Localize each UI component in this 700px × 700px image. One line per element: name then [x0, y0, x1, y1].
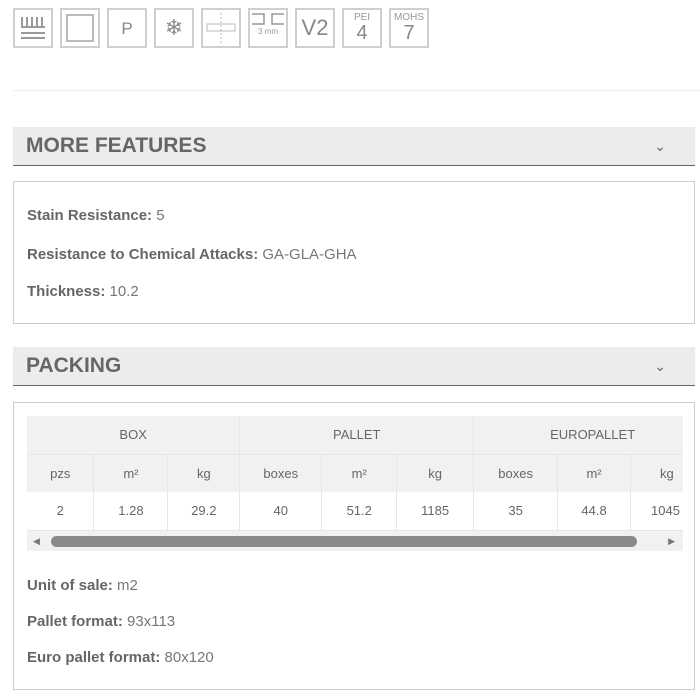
packing-table-container: BOX PALLET EUROPALLET pzs m² kg boxes m²…: [27, 416, 683, 531]
packing-panel: BOX PALLET EUROPALLET pzs m² kg boxes m²…: [13, 402, 695, 690]
feature-row: Thickness: 10.2: [27, 283, 139, 300]
table-cell: 1185: [396, 492, 475, 531]
table-cell: 51.2: [321, 492, 398, 531]
column-header: m²: [93, 454, 169, 492]
table-cell: 2: [27, 492, 95, 531]
scroll-right-icon[interactable]: ▶: [668, 535, 675, 546]
section-title: MORE FEATURES: [26, 134, 207, 157]
scrollbar-thumb[interactable]: [51, 535, 637, 547]
group-header: PALLET: [239, 416, 475, 455]
underfloor-heating-icon: [13, 8, 53, 48]
frost-resistant-icon: ❄: [154, 8, 194, 48]
p-icon: P: [107, 8, 147, 48]
horizontal-scrollbar[interactable]: ◀ ▶: [27, 531, 683, 551]
shade-variation-icon: V2: [295, 8, 335, 48]
group-header: EUROPALLET: [473, 416, 683, 455]
scroll-left-icon[interactable]: ◀: [33, 535, 40, 546]
packing-table: BOX PALLET EUROPALLET pzs m² kg boxes m²…: [27, 416, 683, 531]
table-cell: 1.28: [93, 492, 169, 531]
chevron-down-icon[interactable]: ⌄: [654, 357, 666, 374]
column-header: pzs: [27, 454, 95, 492]
column-header: m²: [321, 454, 398, 492]
group-header: BOX: [27, 416, 241, 455]
table-row: 2 1.28 29.2 40 51.2 1185 35 44.8 1045: [27, 492, 683, 531]
feature-icons: P ❄ 3 mm V2 PEI 4 MOHS 7: [13, 8, 429, 48]
more-features-panel: Stain Resistance: 5 Resistance to Chemic…: [13, 181, 695, 324]
table-cell: 29.2: [167, 492, 241, 531]
joint-icon: [201, 8, 241, 48]
column-header: kg: [630, 454, 683, 492]
more-features-header[interactable]: MORE FEATURES ⌄: [13, 127, 695, 166]
packing-info-row: Euro pallet format: 80x120: [27, 649, 214, 666]
feature-row: Stain Resistance: 5: [27, 207, 165, 224]
column-header: kg: [396, 454, 475, 492]
section-title: PACKING: [26, 354, 122, 377]
joint-width-icon: 3 mm: [248, 8, 288, 48]
divider: [13, 90, 700, 91]
column-header: m²: [557, 454, 632, 492]
table-cell: 40: [239, 492, 323, 531]
mohs-icon: MOHS 7: [389, 8, 429, 48]
feature-row: Resistance to Chemical Attacks: GA-GLA-G…: [27, 246, 357, 263]
column-header: boxes: [239, 454, 323, 492]
table-cell: 35: [473, 492, 559, 531]
square-format-icon: [60, 8, 100, 48]
table-cell: 1045: [630, 492, 683, 531]
table-cell: 44.8: [557, 492, 632, 531]
column-header: boxes: [473, 454, 559, 492]
chevron-down-icon[interactable]: ⌄: [654, 137, 666, 154]
pei-icon: PEI 4: [342, 8, 382, 48]
column-header: kg: [167, 454, 241, 492]
packing-info-row: Unit of sale: m2: [27, 577, 138, 594]
packing-header[interactable]: PACKING ⌄: [13, 347, 695, 386]
packing-info-row: Pallet format: 93x113: [27, 613, 176, 630]
